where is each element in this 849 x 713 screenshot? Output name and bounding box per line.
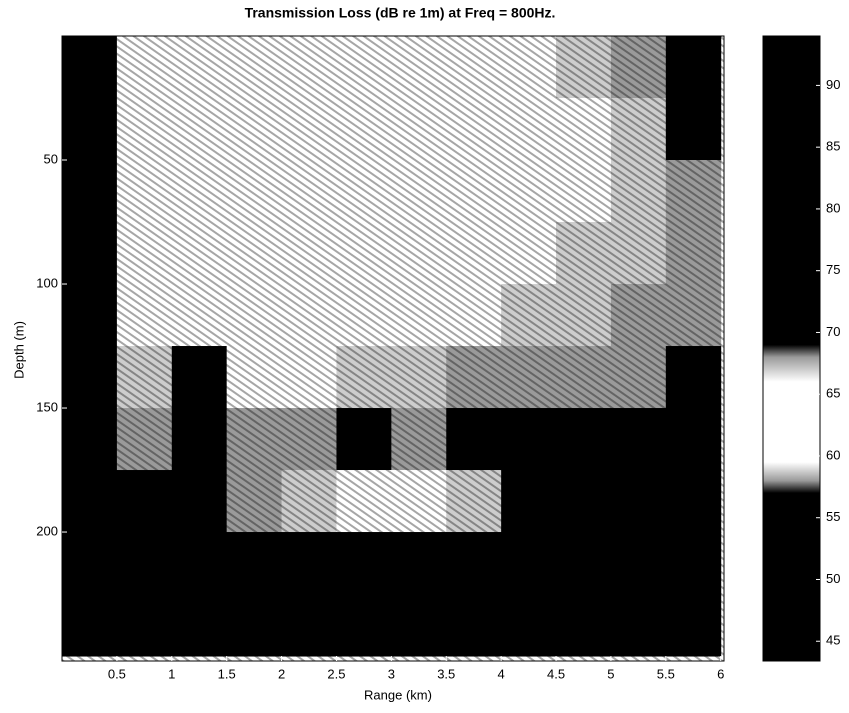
y-tick-label: 150 [36, 399, 58, 414]
colorbar-tick-label: 65 [826, 386, 840, 401]
colorbar-tick-label: 75 [826, 262, 840, 277]
y-tick-label: 200 [36, 523, 58, 538]
x-tick-label: 5.5 [657, 666, 675, 681]
colorbar-scale [762, 35, 821, 662]
colorbar-tick-label: 50 [826, 571, 840, 586]
x-tick-label: 2 [278, 666, 285, 681]
x-tick-label: 4.5 [547, 666, 565, 681]
colorbar-tick-label: 90 [826, 77, 840, 92]
x-tick-label: 5 [607, 666, 614, 681]
texture [62, 36, 724, 661]
chart-title: Transmission Loss (dB re 1m) at Freq = 8… [245, 5, 556, 21]
x-axis-label: Range (km) [364, 687, 432, 702]
plot-area [61, 35, 725, 662]
colorbar [762, 35, 821, 662]
plot-frame [61, 35, 725, 662]
x-tick-label: 3.5 [437, 666, 455, 681]
colorbar-tick-label: 55 [826, 509, 840, 524]
x-tick-label: 6 [717, 666, 724, 681]
colorbar-tick-label: 60 [826, 447, 840, 462]
x-tick-label: 2.5 [327, 666, 345, 681]
x-tick-label: 4 [498, 666, 505, 681]
y-axis-label: Depth (m) [11, 321, 26, 379]
x-tick-label: 0.5 [108, 666, 126, 681]
y-tick-label: 50 [44, 151, 58, 166]
x-tick-label: 1 [168, 666, 175, 681]
colorbar-tick-label: 85 [826, 139, 840, 154]
y-tick-label: 100 [36, 275, 58, 290]
x-tick-label: 1.5 [218, 666, 236, 681]
colorbar-tick-label: 80 [826, 200, 840, 215]
x-tick-label: 3 [388, 666, 395, 681]
colorbar-tick-label: 70 [826, 324, 840, 339]
colorbar-tick-label: 45 [826, 633, 840, 648]
